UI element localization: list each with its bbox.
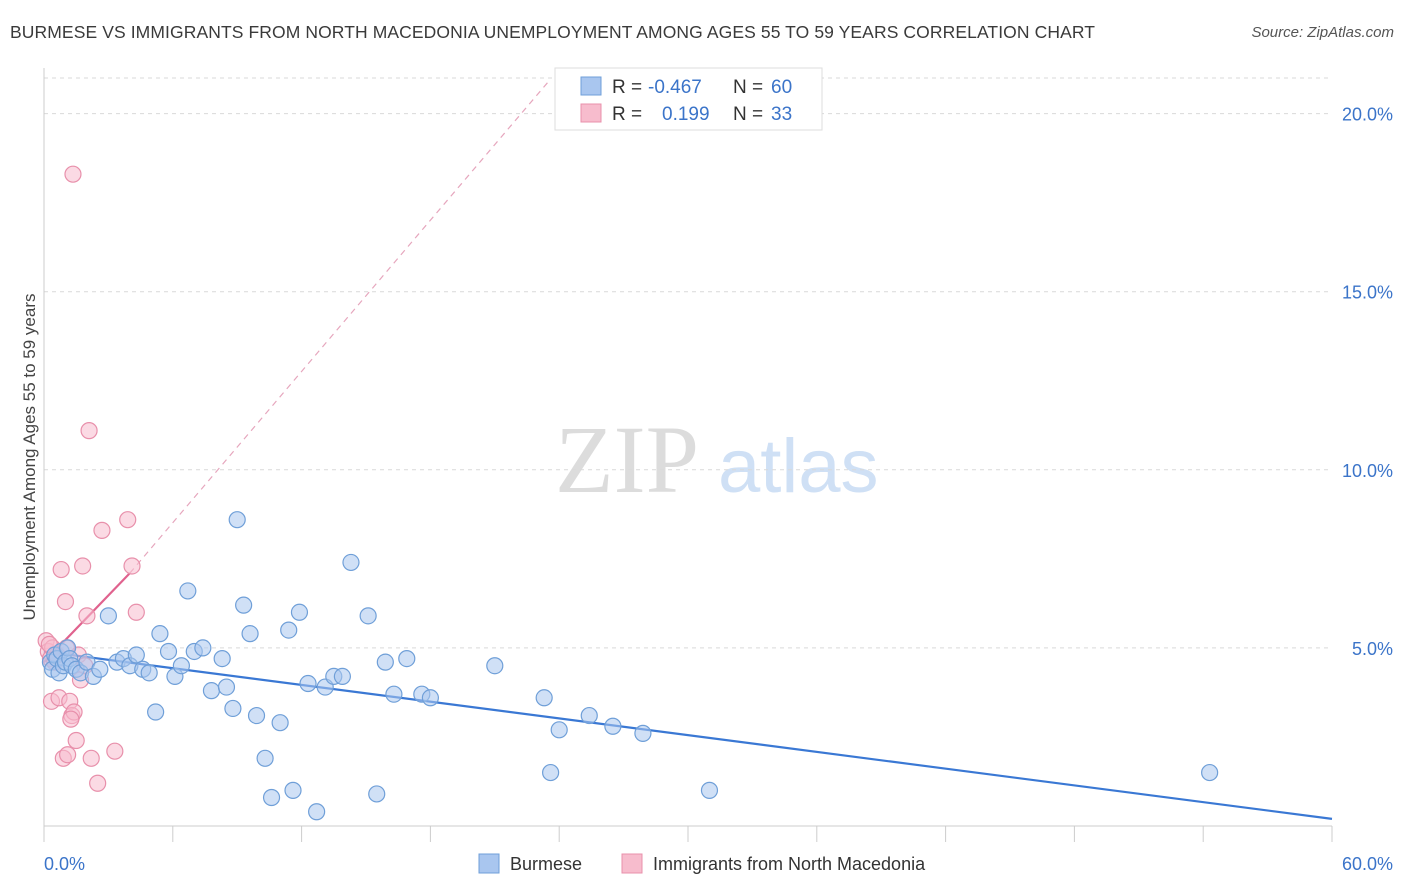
point-burmese [385,685,403,703]
point-burmese [179,582,197,600]
legend-n-value-macedonia: 33 [771,104,792,125]
point-burmese [535,689,553,707]
point-burmese [247,706,266,725]
legend-n-label-burmese: N = [733,77,763,98]
point-burmese [542,763,560,782]
point-macedonia [78,607,96,625]
point-burmese [127,646,145,664]
point-burmese [78,653,96,671]
correlation-legend: R = -0.467 N = 60 R = 0.199 N = 33 [554,67,823,131]
bottom-legend-macedonia: Immigrants from North Macedonia [653,854,926,874]
point-burmese [99,607,118,625]
point-burmese [224,699,242,718]
point-burmese [256,749,274,767]
point-burmese [151,625,169,643]
chart-title: BURMESE VS IMMIGRANTS FROM NORTH MACEDON… [10,22,1096,42]
trendline-burmese [43,650,1333,820]
point-macedonia [74,557,92,575]
point-burmese [580,706,598,725]
point-burmese [147,703,165,721]
point-macedonia [119,511,137,529]
point-macedonia [80,422,98,440]
point-macedonia [52,560,70,579]
legend-r-label-burmese: R = [612,77,642,98]
point-macedonia [93,521,111,539]
point-burmese [333,667,351,686]
legend-n-label-macedonia: N = [733,104,763,125]
point-burmese [290,603,309,621]
point-macedonia [123,557,141,575]
series-macedonia [37,165,145,792]
point-macedonia [67,731,85,750]
watermark-zip: ZIP [555,406,699,513]
point-burmese [421,689,439,707]
y-axis-label: Unemployment Among Ages 55 to 59 years [20,294,39,621]
point-burmese [280,621,298,639]
point-macedonia [89,774,107,792]
point-burmese [1201,763,1219,782]
y-tick-label: 5.0% [1352,639,1393,659]
point-burmese [213,649,231,668]
point-burmese [194,639,212,657]
legend-n-value-burmese: 60 [771,77,792,98]
point-macedonia [62,710,80,728]
legend-swatch-burmese [580,76,602,96]
x-tick-label: 60.0% [1342,854,1393,874]
point-burmese [368,785,386,803]
point-burmese [228,511,246,529]
point-burmese [140,664,158,682]
point-burmese [299,674,317,693]
y-tick-label: 20.0% [1342,105,1393,125]
legend-r-value-burmese: -0.467 [648,77,702,98]
point-macedonia [64,165,82,183]
trendline-macedonia-extension [129,81,549,574]
grid [44,77,1332,649]
point-burmese [235,596,253,614]
point-macedonia [59,746,77,764]
point-burmese [159,642,178,661]
point-burmese [398,649,416,668]
point-burmese [202,682,221,700]
legend-r-label-macedonia: R = [612,104,642,125]
bottom-legend-swatch-burmese [478,853,500,874]
tick-labels: 5.0% 10.0% 15.0% 20.0% 0.0% 60.0% [44,105,1393,874]
watermark-atlas: atlas [718,424,879,509]
y-tick-label: 10.0% [1342,461,1393,481]
point-burmese [550,721,568,739]
point-burmese [486,657,504,675]
point-burmese [634,724,652,742]
point-burmese [262,788,281,807]
y-tick-label: 15.0% [1342,283,1393,303]
legend-swatch-macedonia [580,103,602,123]
point-burmese [91,660,109,678]
point-macedonia [106,742,124,760]
bottom-legend-burmese: Burmese [510,854,582,874]
point-burmese [284,781,302,799]
x-tick-label: 0.0% [44,854,85,874]
bottom-legend-swatch-macedonia [621,853,643,874]
point-burmese [172,657,190,675]
axes [43,68,1333,842]
series-legend: Burmese Immigrants from North Macedonia [478,853,926,874]
point-burmese [271,714,289,732]
point-burmese [359,607,377,625]
point-burmese [700,781,719,799]
point-burmese [241,625,259,643]
point-burmese [308,803,326,821]
series-burmese [41,511,1219,821]
point-burmese [376,653,394,671]
point-burmese [604,717,622,735]
point-macedonia [56,592,75,611]
point-burmese [217,678,236,696]
source-label: Source: ZipAtlas.com [1251,24,1394,41]
point-macedonia [82,749,100,767]
point-macedonia [127,603,145,621]
legend-r-value-macedonia: 0.199 [662,104,710,125]
point-burmese [342,553,360,572]
